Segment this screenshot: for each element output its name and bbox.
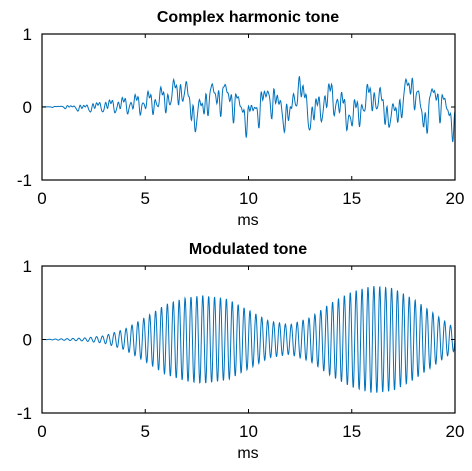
series-line: [42, 285, 456, 393]
y-tick-label: 0: [23, 98, 32, 117]
y-tick-label: 1: [23, 257, 32, 276]
y-tick-label: -1: [17, 404, 32, 423]
x-tick-label: 20: [446, 422, 465, 441]
x-tick-label: 5: [141, 422, 150, 441]
x-tick-label: 15: [342, 189, 361, 208]
y-tick-label: 1: [23, 25, 32, 44]
x-tick-label: 10: [239, 422, 258, 441]
chart-modulated-tone: Modulated tone ms 0 5 10 15 20 -1 0 1: [17, 241, 465, 462]
x-tick-label: 15: [342, 422, 361, 441]
x-tick-label: 0: [37, 422, 46, 441]
y-tick-label: 0: [23, 331, 32, 350]
series-line: [41, 76, 456, 143]
chart-title: Modulated tone: [189, 241, 307, 258]
x-axis-label: ms: [237, 445, 258, 462]
x-axis-label: ms: [237, 212, 258, 229]
x-tick-label: 5: [141, 189, 150, 208]
chart-title: Complex harmonic tone: [157, 9, 339, 26]
x-tick-label: 10: [239, 189, 258, 208]
chart-complex-harmonic-tone: Complex harmonic tone ms 0 5 10 15 20 -1 0 1: [17, 9, 465, 229]
y-tick-label: -1: [17, 171, 32, 190]
x-tick-label: 0: [37, 189, 46, 208]
x-tick-label: 20: [446, 189, 465, 208]
